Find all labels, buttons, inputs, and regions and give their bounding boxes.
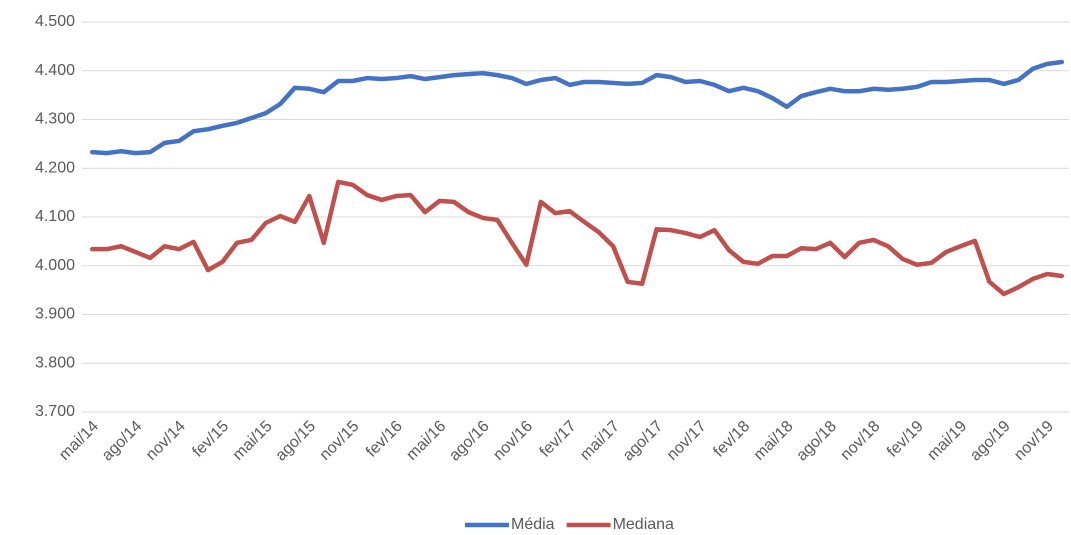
x-tick-label: nov/17 — [664, 418, 710, 464]
x-tick-label: mai/14 — [56, 418, 102, 464]
x-tick-label: ago/18 — [793, 418, 840, 465]
x-tick-label: ago/14 — [99, 418, 146, 465]
x-tick-label: fev/16 — [363, 418, 406, 461]
legend-label: Média — [511, 516, 555, 533]
series-line — [89, 179, 1065, 297]
x-tick-label: nov/14 — [143, 418, 189, 464]
x-tick-label: nov/19 — [1011, 418, 1057, 464]
y-tick-label: 3.800 — [35, 354, 75, 371]
x-tick-label: fev/15 — [189, 418, 232, 461]
x-tick-label: mai/18 — [751, 418, 797, 464]
y-tick-label: 4.200 — [35, 159, 75, 176]
x-tick-label: nov/15 — [317, 418, 363, 464]
x-tick-label: fev/19 — [884, 418, 927, 461]
y-tick-label: 4.300 — [35, 111, 75, 128]
y-tick-label: 4.100 — [35, 208, 75, 225]
x-tick-label: ago/17 — [620, 418, 667, 465]
x-tick-label: mai/19 — [924, 418, 970, 464]
x-tick-label: ago/15 — [272, 418, 319, 465]
x-tick-label: fev/17 — [537, 418, 580, 461]
x-tick-label: mai/17 — [577, 418, 623, 464]
x-tick-label: nov/18 — [837, 418, 883, 464]
y-tick-label: 4.500 — [35, 13, 75, 30]
x-tick-label: nov/16 — [490, 418, 536, 464]
x-tick-label: mai/16 — [403, 418, 449, 464]
x-tick-label: fev/18 — [710, 418, 753, 461]
y-tick-label: 3.700 — [35, 403, 75, 420]
series-line — [89, 59, 1065, 156]
x-tick-label: ago/16 — [446, 418, 493, 465]
x-tick-label: mai/15 — [230, 418, 276, 464]
legend-label: Mediana — [613, 516, 674, 533]
y-tick-label: 4.400 — [35, 62, 75, 79]
x-tick-label: ago/19 — [967, 418, 1014, 465]
y-tick-label: 4.000 — [35, 257, 75, 274]
y-tick-label: 3.900 — [35, 306, 75, 323]
